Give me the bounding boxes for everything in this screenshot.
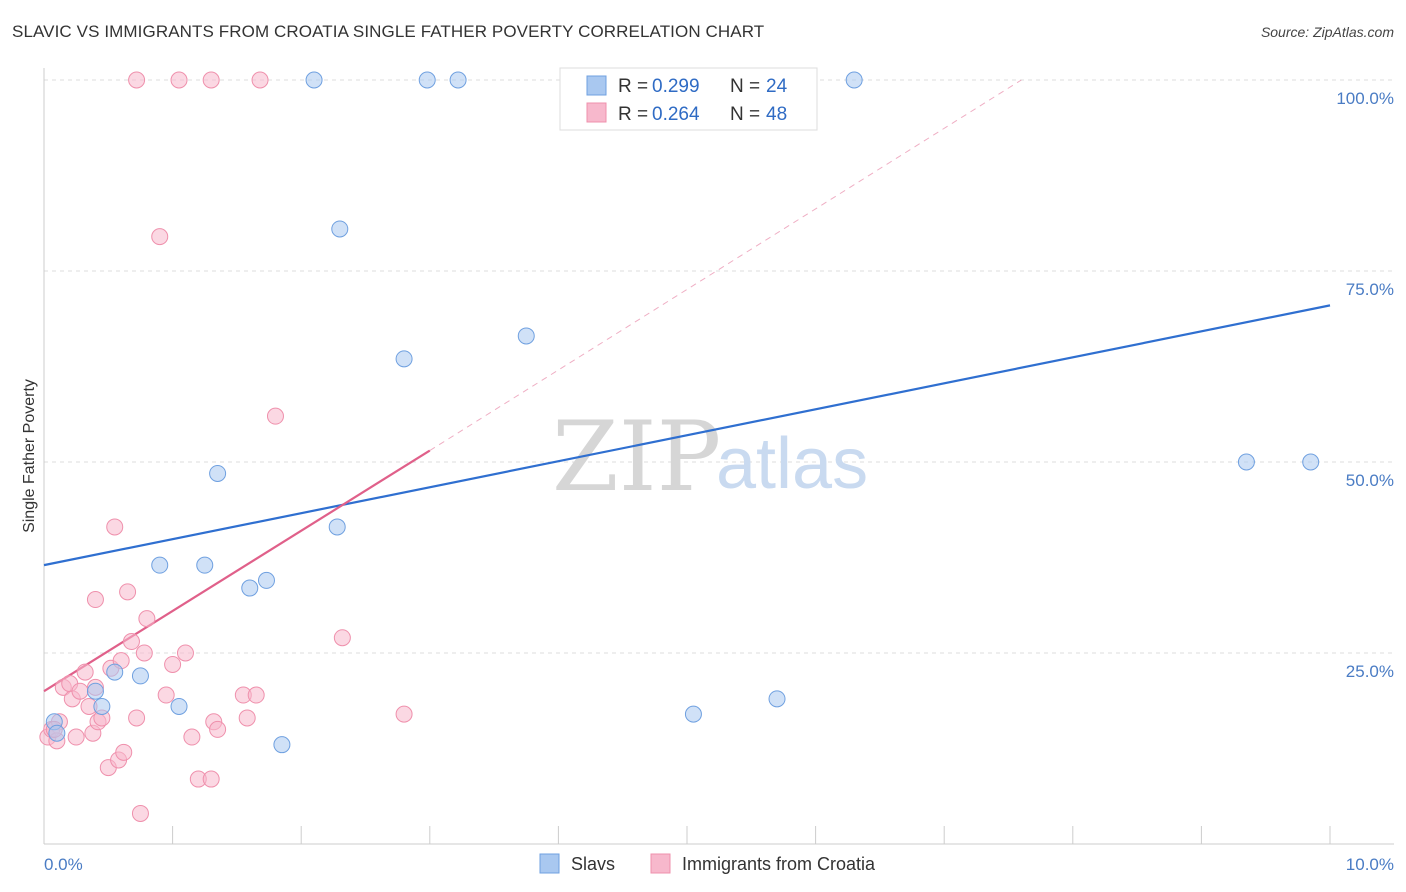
slavs-point-8 — [196, 556, 214, 574]
legend-r-label-croatia: R = — [618, 104, 648, 125]
croatia-point-44 — [266, 407, 284, 425]
croatia-point-32 — [170, 71, 188, 89]
slavs-point-18 — [449, 71, 467, 89]
croatia-point-7 — [67, 728, 85, 746]
croatia-point-41 — [238, 709, 256, 727]
slavs-point-16 — [395, 350, 413, 368]
x-tick-label-1: 10.0% — [1346, 855, 1394, 874]
legend-r-value-slavs: 0.299 — [652, 76, 700, 97]
watermark-atlas: atlas — [716, 424, 868, 504]
croatia-point-8 — [71, 682, 89, 700]
chart-source: Source: ZipAtlas.com — [1260, 24, 1394, 40]
slavs-point-10 — [241, 579, 259, 597]
slavs-point-21 — [768, 690, 786, 708]
slavs-point-22 — [845, 71, 863, 89]
data-points — [39, 71, 1320, 822]
croatia-point-33 — [176, 644, 194, 662]
slavs-point-11 — [257, 571, 275, 589]
trend-line-1 — [43, 449, 431, 693]
legend-n-label-croatia: N = — [730, 104, 760, 125]
watermark: ZIP atlas — [552, 401, 868, 513]
croatia-point-46 — [395, 705, 413, 723]
slavs-point-15 — [331, 220, 349, 238]
croatia-point-28 — [151, 228, 169, 246]
slavs-point-2 — [93, 697, 111, 715]
croatia-point-36 — [202, 770, 220, 788]
axes — [43, 68, 1394, 845]
slavs-point-3 — [86, 682, 104, 700]
bottom-legend-label-croatia: Immigrants from Croatia — [682, 854, 876, 874]
slavs-point-4 — [106, 663, 124, 681]
slavs-point-23 — [1237, 453, 1255, 471]
legend-swatch-slavs — [586, 75, 607, 96]
bottom-legend-label-slavs: Slavs — [571, 854, 615, 874]
croatia-point-39 — [209, 720, 227, 738]
y-axis-label: Single Father Poverty — [21, 379, 38, 533]
slavs-point-9 — [209, 464, 227, 482]
slavs-point-7 — [151, 556, 169, 574]
slavs-point-20 — [684, 705, 702, 723]
croatia-point-31 — [128, 71, 146, 89]
y-tick-labels: 25.0% 50.0% 75.0% 100.0% — [1336, 89, 1394, 681]
slavs-point-14 — [328, 518, 346, 536]
bottom-legend-swatch-croatia — [650, 853, 671, 874]
trend-extension-1 — [429, 79, 1022, 451]
croatia-point-15 — [86, 591, 104, 609]
slavs-point-24 — [1302, 453, 1320, 471]
croatia-point-21 — [115, 743, 133, 761]
x-tick-label-0: 0.0% — [44, 855, 83, 874]
slavs-point-1 — [48, 724, 66, 742]
croatia-point-34 — [183, 728, 201, 746]
croatia-point-9 — [76, 663, 94, 681]
croatia-point-27 — [138, 610, 156, 628]
croatia-point-29 — [157, 686, 175, 704]
correlation-legend: R = 0.299 N = 24 R = 0.264 N = 48 — [559, 67, 818, 131]
croatia-point-26 — [135, 644, 153, 662]
croatia-point-43 — [251, 71, 269, 89]
croatia-point-45 — [333, 629, 351, 647]
x-tick-labels: 0.0% 10.0% — [44, 855, 1394, 874]
legend-n-value-slavs: 24 — [766, 76, 788, 97]
croatia-point-25 — [131, 804, 149, 822]
trend-lines — [43, 79, 1331, 693]
slavs-point-6 — [170, 697, 188, 715]
slavs-point-13 — [305, 71, 323, 89]
y-tick-label-3: 100.0% — [1336, 89, 1394, 108]
croatia-point-37 — [202, 71, 220, 89]
slavs-point-12 — [273, 736, 291, 754]
series-legend: Slavs Immigrants from Croatia — [539, 853, 876, 874]
legend-r-label-slavs: R = — [618, 76, 648, 97]
y-tick-label-0: 25.0% — [1346, 662, 1394, 681]
croatia-point-24 — [128, 709, 146, 727]
legend-n-value-croatia: 48 — [766, 104, 787, 125]
y-tick-label-1: 50.0% — [1346, 471, 1394, 490]
croatia-point-30 — [164, 655, 182, 673]
slavs-point-17 — [418, 71, 436, 89]
chart-title: SLAVIC VS IMMIGRANTS FROM CROATIA SINGLE… — [12, 22, 765, 41]
croatia-point-18 — [106, 518, 124, 536]
slavs-point-5 — [131, 667, 149, 685]
legend-n-label-slavs: N = — [730, 76, 760, 97]
legend-r-value-croatia: 0.264 — [652, 104, 700, 125]
croatia-point-23 — [122, 633, 140, 651]
trend-line-0 — [43, 304, 1331, 567]
bottom-legend-swatch-slavs — [539, 853, 560, 874]
croatia-point-42 — [247, 686, 265, 704]
y-tick-label-2: 75.0% — [1346, 280, 1394, 299]
croatia-point-22 — [119, 583, 137, 601]
slavs-point-19 — [517, 327, 535, 345]
legend-swatch-croatia — [586, 102, 607, 123]
